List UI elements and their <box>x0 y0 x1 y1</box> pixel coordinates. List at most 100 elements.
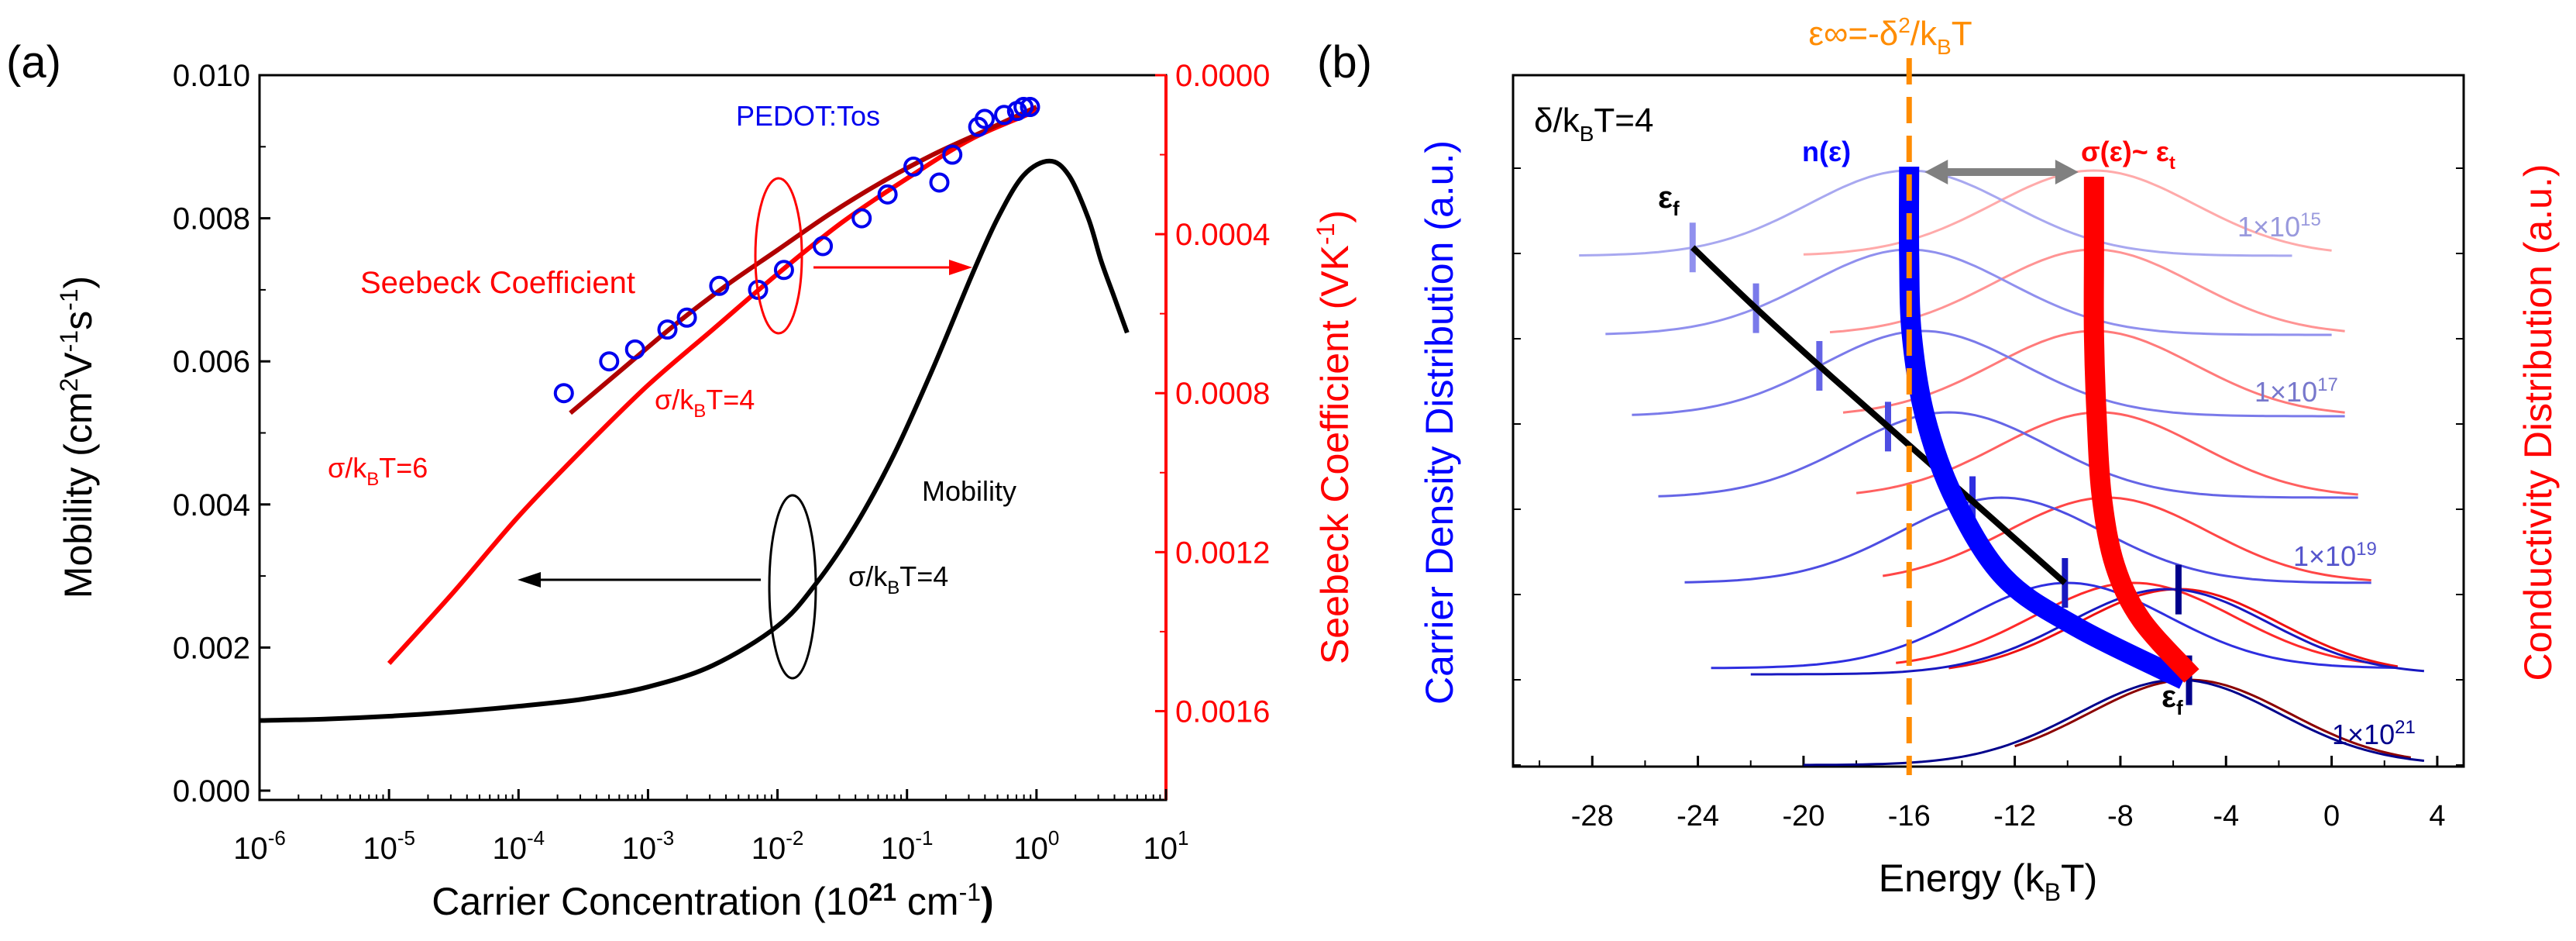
seebeck-arrowhead <box>949 260 972 275</box>
carrier-density-curve <box>1658 411 2358 499</box>
panel-b-left-axis-label: Carrier Density Distribution (a.u.) <box>1418 140 1461 705</box>
a-ytick-left-label: 0.008 <box>173 202 250 236</box>
mobility-ellipse <box>768 494 817 680</box>
a-xtick-label: 10-2 <box>751 826 804 866</box>
a-xtick-label: 10-6 <box>233 826 286 866</box>
pedot-data-point <box>929 172 950 193</box>
panel-b-plot-frame <box>1512 74 2465 768</box>
a-ytick-left-label: 0.010 <box>173 59 250 93</box>
pedot-data-point <box>975 109 995 129</box>
a-ytick-left-label: 0.000 <box>173 774 250 808</box>
a-ytick-left-label: 0.006 <box>173 345 250 379</box>
carrier-density-curve <box>1711 581 2398 670</box>
b-xtick-label: -8 <box>2107 800 2134 832</box>
carrier-density-curve <box>1579 169 2292 257</box>
b-xtick-label: -4 <box>2213 800 2239 832</box>
pedot-data-point <box>709 275 730 296</box>
annotation-sigma4-red: σ/kBT=4 <box>655 384 755 422</box>
a-ytick-right-label: 0.0004 <box>1175 218 1270 252</box>
annotation-pedot: PEDOT:Tos <box>736 100 880 132</box>
pedot-data-point <box>624 339 645 360</box>
a-ytick-right-label: 0.0012 <box>1175 536 1270 570</box>
panel-a-left-axis-label: Mobility (cm2V-1s-1) <box>55 276 100 598</box>
panel-a: (a) 10-6 10-5 10-4 10-3 10-2 10-1 100 101 0.000… <box>6 37 1357 923</box>
conductivity-distribution-curve <box>1882 496 2371 582</box>
seebeck-ellipse <box>754 177 803 335</box>
pedot-data-point <box>1020 97 1040 118</box>
pedot-data-point <box>657 319 678 340</box>
pedot-data-point <box>851 208 872 229</box>
a-xtick-label: 10-5 <box>363 826 415 866</box>
conductivity-distribution-curve <box>1896 581 2385 666</box>
b-xtick-label: -16 <box>1888 800 1931 832</box>
pedot-data-point <box>877 184 898 205</box>
carrier-density-curve <box>1632 329 2345 418</box>
conc-label-1e15: 1×1015 <box>2237 209 2321 243</box>
b-xtick-label: -12 <box>1993 800 2036 832</box>
pedot-data-point <box>813 236 834 257</box>
a-xtick-label: 10-4 <box>492 826 545 866</box>
panel-a-right-axis-label: Seebeck Coefficient (VK-1) <box>1312 210 1357 664</box>
delta-arrowhead-left <box>1924 160 1948 184</box>
eps-inf-label: ε∞=-δ2/kBT <box>1808 13 1972 59</box>
pedot-data-point <box>676 307 697 328</box>
pedot-data-point <box>773 260 794 281</box>
fermi-level-trajectory <box>1690 245 2067 586</box>
panel-b-y-ticks <box>1513 167 2464 766</box>
carrier-density-curve <box>1803 678 2425 767</box>
a-ytick-left-label: 0.004 <box>173 488 250 522</box>
ef-label-bottom: εf <box>2162 680 2183 719</box>
a-xtick-label: 10-3 <box>622 826 675 866</box>
panel-a-series <box>259 97 1130 723</box>
carrier-density-curve <box>1605 248 2332 336</box>
panel-b-curves <box>1579 58 2425 775</box>
delta-label: δ/kBT=4 <box>1534 102 1653 146</box>
series--kbt-4 <box>569 105 1038 415</box>
a-ytick-left-label: 0.002 <box>173 631 250 665</box>
conc-label-1e17: 1×1017 <box>2254 374 2338 408</box>
ef-label-top: εf <box>1658 181 1680 220</box>
panel-b-label: (b) <box>1317 37 1372 88</box>
panel-b-x-axis-label: Energy (kBT) <box>1879 857 2098 906</box>
b-xtick-label: -24 <box>1677 800 1719 832</box>
panel-a-left-ticks: 0.000 0.002 0.004 0.006 0.008 0.010 <box>173 59 270 808</box>
a-xtick-label: 100 <box>1013 826 1059 866</box>
panel-a-x-ticks: 10-6 10-5 10-4 10-3 10-2 10-1 100 101 <box>233 789 1188 866</box>
b-xtick-label: 0 <box>2323 800 2340 832</box>
panel-a-plot-frame <box>258 74 1168 801</box>
conc-label-1e21: 1×1021 <box>2332 717 2416 750</box>
annotation-sigma4-black: σ/kBT=4 <box>848 560 948 598</box>
panel-b-x-ticks: -28 -24 -20 -16 -12 -8 -4 0 4 <box>1539 756 2445 832</box>
carrier-density-curve <box>1750 588 2425 676</box>
pedot-data-point <box>1013 97 1034 118</box>
pedot-data-point <box>942 144 963 165</box>
panel-a-x-axis-label: Carrier Concentration (1021 cm-1) <box>432 878 993 923</box>
series--kbt-6 <box>387 109 1038 665</box>
sigma-eps-label: σ(ε)~ εt <box>2081 136 2175 174</box>
panel-b: (b) -28 -24 -20 -16 -12 -8 -4 0 4 Energy (kBT) C… <box>1317 13 2560 906</box>
panel-a-right-ticks: 0.0000 0.0004 0.0008 0.0012 0.0016 <box>1155 59 1270 729</box>
delta-arrowhead-right <box>2055 160 2079 184</box>
pedot-data-point <box>553 383 574 404</box>
b-xtick-label: 4 <box>2429 800 2445 832</box>
panel-a-label: (a) <box>6 37 61 88</box>
series-mobility <box>259 158 1130 723</box>
conductivity-distribution-curve <box>2014 678 2412 759</box>
n-eps-label: n(ε) <box>1802 136 1851 167</box>
annotation-seebeck: Seebeck Coefficient <box>360 266 635 300</box>
panel-b-right-axis-label: Conductivity Distribution (a.u.) <box>2516 164 2560 681</box>
annotation-mobility: Mobility <box>922 475 1016 507</box>
pedot-data-point <box>994 105 1015 126</box>
a-xtick-label: 101 <box>1144 826 1189 866</box>
carrier-density-curve <box>1684 496 2371 584</box>
conc-label-1e19: 1×1019 <box>2293 539 2377 572</box>
a-ytick-right-label: 0.0000 <box>1175 59 1270 93</box>
mobility-arrowhead <box>518 572 541 588</box>
a-xtick-label: 10-1 <box>881 826 934 866</box>
a-ytick-right-label: 0.0016 <box>1175 695 1270 729</box>
sigma-eps-peak-trajectory <box>2083 177 2199 683</box>
b-xtick-label: -28 <box>1571 800 1614 832</box>
b-xtick-label: -20 <box>1782 800 1825 832</box>
a-ytick-right-label: 0.0008 <box>1175 377 1270 411</box>
